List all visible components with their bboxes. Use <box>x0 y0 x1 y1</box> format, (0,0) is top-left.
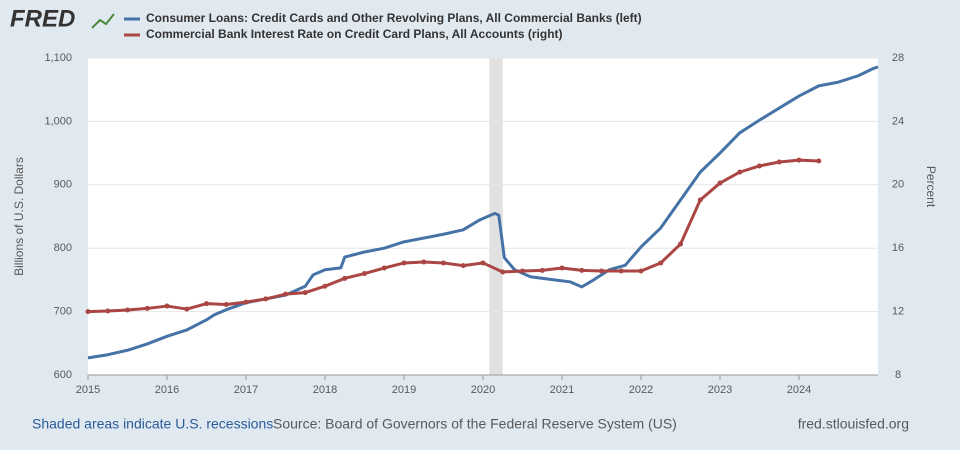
series-marker <box>283 291 288 297</box>
series-marker <box>500 269 506 275</box>
x-tick-label: 2017 <box>234 384 258 396</box>
series-marker <box>401 260 407 266</box>
y2-tick-label: 20 <box>892 179 904 191</box>
series-marker <box>539 267 545 273</box>
x-tick-label: 2022 <box>629 384 653 396</box>
series-marker <box>302 290 308 296</box>
series-marker <box>342 275 348 281</box>
series-marker <box>816 158 822 164</box>
x-tick-label: 2019 <box>392 384 416 396</box>
plot-area <box>88 58 878 375</box>
logo-icon <box>91 13 115 29</box>
y2-tick-label: 12 <box>892 306 904 318</box>
series-marker <box>638 268 644 274</box>
series-marker <box>223 301 229 307</box>
y-tick-label: 700 <box>54 306 72 318</box>
series-marker <box>362 271 367 277</box>
series-marker <box>381 265 387 271</box>
series-line <box>87 65 879 360</box>
series-marker <box>757 163 762 169</box>
x-tick-label: 2023 <box>708 384 732 396</box>
series-marker <box>796 157 802 163</box>
series-marker <box>164 303 170 309</box>
y-tick-label: 1,100 <box>44 52 72 64</box>
recession-band <box>489 58 503 375</box>
legend-label: Consumer Loans: Credit Cards and Other R… <box>146 11 642 25</box>
series-marker <box>618 268 624 274</box>
series-marker <box>658 260 664 266</box>
series-marker <box>144 305 150 311</box>
y-tick-label: 800 <box>54 242 72 254</box>
series-marker <box>520 268 525 274</box>
y2-tick-label: 8 <box>895 369 901 381</box>
series-marker <box>125 307 130 313</box>
series-marker <box>460 263 466 269</box>
series-marker <box>243 299 249 305</box>
x-tick-label: 2024 <box>787 384 811 396</box>
x-tick-label: 2020 <box>471 384 495 396</box>
series-marker <box>204 301 209 307</box>
recession-note[interactable]: Shaded areas indicate U.S. recessions <box>32 416 273 432</box>
y-axis-label: Billions of U.S. Dollars <box>12 157 26 276</box>
series-marker <box>322 283 328 289</box>
series-marker <box>579 267 585 273</box>
series-marker <box>737 169 743 175</box>
y2-tick-label: 28 <box>892 52 904 64</box>
x-tick-label: 2021 <box>550 384 574 396</box>
y2-tick-label: 16 <box>892 242 904 254</box>
series-marker <box>85 309 91 315</box>
y2-tick-label: 24 <box>892 115 904 127</box>
series-marker <box>599 268 604 274</box>
series-line <box>87 158 819 314</box>
logo: FRED <box>10 5 75 32</box>
series-marker <box>717 180 723 186</box>
x-tick-label: 2015 <box>76 384 100 396</box>
series-marker <box>421 259 427 265</box>
site[interactable]: fred.stlouisfed.org <box>798 416 909 432</box>
series-marker <box>480 260 486 266</box>
series-marker <box>776 159 782 165</box>
y-tick-label: 1,000 <box>44 115 72 127</box>
legend-label: Commercial Bank Interest Rate on Credit … <box>146 27 563 41</box>
series-marker <box>441 260 446 266</box>
y-tick-label: 600 <box>54 369 72 381</box>
x-tick-label: 2018 <box>313 384 337 396</box>
series-marker <box>559 265 565 271</box>
series-marker <box>105 308 111 314</box>
series-marker <box>697 197 703 203</box>
series-marker <box>184 306 190 312</box>
series-marker <box>263 296 269 302</box>
y2-axis-label: Percent <box>924 166 938 208</box>
series-marker <box>678 241 683 247</box>
source: Source: Board of Governors of the Federa… <box>273 416 677 432</box>
x-tick-label: 2016 <box>155 384 179 396</box>
y-tick-label: 900 <box>54 179 72 191</box>
